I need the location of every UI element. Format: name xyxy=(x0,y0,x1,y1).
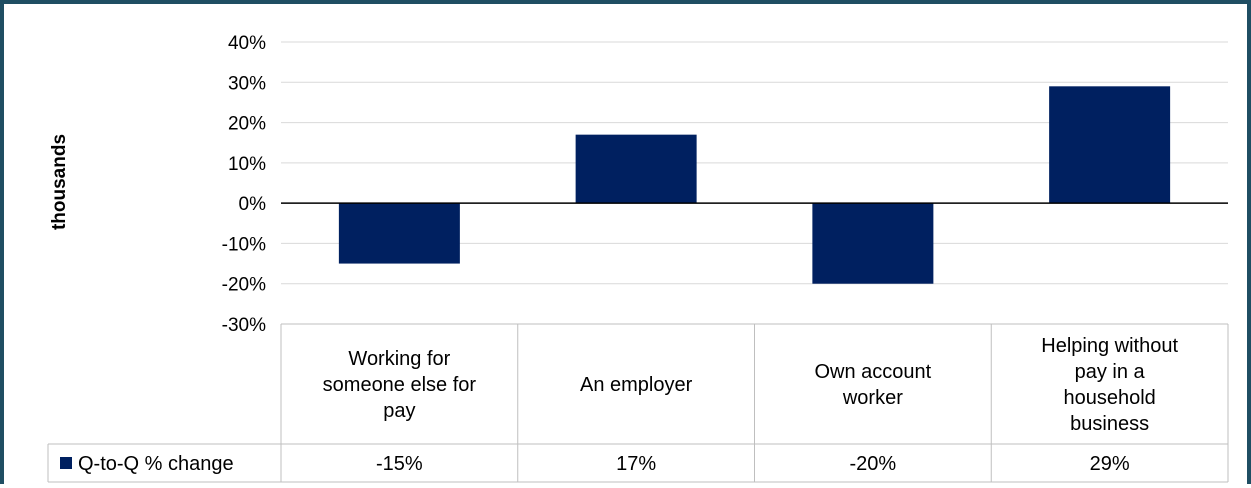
y-tick-label: -20% xyxy=(222,275,266,296)
data-table: Working for someone else for pay An employe… xyxy=(47,323,1229,483)
data-label: 29% xyxy=(1090,453,1130,475)
y-axis-label: thousands xyxy=(49,134,70,230)
y-tick-label: 40% xyxy=(228,33,266,54)
category-label: Own account worker xyxy=(815,361,932,409)
y-tick-label: -30% xyxy=(222,315,266,336)
data-label: -15% xyxy=(376,453,423,475)
bar-series xyxy=(338,86,1171,284)
y-tick-label: 10% xyxy=(228,154,266,175)
legend-swatch xyxy=(60,457,72,469)
y-axis-ticks: 40% 30% 20% 10% 0% -10% -20% -30% xyxy=(222,33,266,336)
legend-label: Q-to-Q % change xyxy=(78,453,234,475)
bar xyxy=(812,203,934,284)
bar-chart: 40% 30% 20% 10% 0% -10% -20% -30% thousands Wor… xyxy=(47,33,1229,483)
bar xyxy=(338,203,460,264)
y-tick-label: 30% xyxy=(228,73,266,94)
data-label: 17% xyxy=(616,453,656,475)
category-label: Working for someone else for pay xyxy=(323,348,477,422)
y-tick-label: -10% xyxy=(222,234,266,255)
y-tick-label: 20% xyxy=(228,114,266,135)
bar xyxy=(575,134,697,204)
y-tick-label: 0% xyxy=(239,194,267,215)
data-label: -20% xyxy=(850,453,897,475)
bar xyxy=(1049,86,1171,204)
category-label: Helping without pay in a household business xyxy=(1041,335,1178,435)
category-label: An employer xyxy=(580,374,693,396)
